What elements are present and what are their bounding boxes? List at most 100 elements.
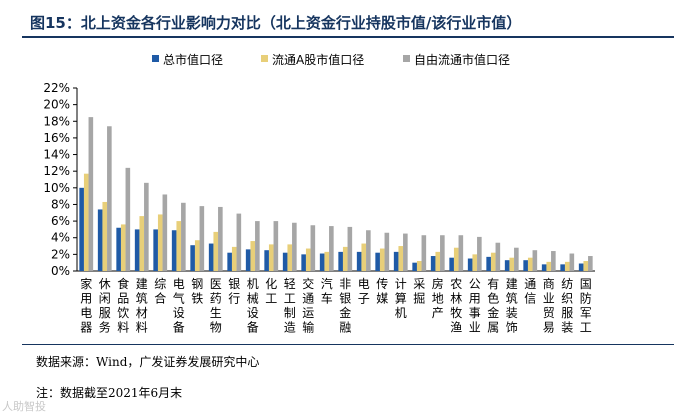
legend-label: 总市值口径: [163, 52, 223, 67]
bar: [412, 262, 417, 271]
x-tick-label: 装: [506, 306, 518, 320]
x-tick-label: 通: [302, 292, 314, 306]
bar: [569, 253, 575, 271]
bar: [583, 261, 589, 271]
bar: [421, 235, 427, 271]
bar: [305, 248, 311, 271]
bar: [79, 187, 84, 271]
x-tick-label: 家: [80, 276, 92, 291]
bar: [347, 226, 353, 271]
x-tick-label: 媒: [376, 292, 388, 306]
x-tick-label: 输: [302, 320, 314, 335]
bar: [453, 247, 459, 271]
x-tick-label: 车: [321, 291, 333, 306]
title-bar: 图15：北上资金各行业影响力对比（北上资金行业持股市值/该行业市值）: [22, 8, 674, 38]
y-tick-label: 8%: [51, 197, 70, 211]
bar: [532, 250, 538, 271]
x-tick-label: 铁: [191, 292, 203, 306]
x-tick-label: 化: [265, 277, 277, 291]
x-tick-label: 物: [210, 321, 222, 335]
bar: [416, 261, 422, 271]
x-tick-label: 计: [395, 277, 407, 291]
y-tick-label: 20%: [43, 98, 70, 112]
x-tick-label: 商: [543, 276, 555, 291]
bar: [231, 246, 237, 271]
bar: [273, 221, 279, 271]
legend-label: 流通A股市值口径: [272, 52, 364, 67]
bar: [472, 254, 478, 271]
x-tick-label: 设: [247, 306, 259, 320]
footer-divider: [22, 344, 674, 345]
bar: [435, 251, 441, 271]
x-tick-label: 筑: [136, 291, 148, 306]
y-tick-label: 2%: [51, 247, 70, 261]
bar: [458, 235, 464, 271]
bar: [495, 242, 501, 271]
x-tick-label: 装: [561, 321, 573, 335]
x-tick-label: 建: [506, 277, 518, 291]
x-tick-label: 气: [173, 291, 185, 306]
bar: [134, 229, 140, 271]
bar: [375, 252, 380, 271]
watermark: 人助智投: [2, 400, 46, 413]
bar: [379, 248, 385, 271]
x-tick-label: 业: [469, 321, 481, 335]
bar-chart: 0% 2% 4% 6% 8% 10% 12% 14% 16% 18% 20% 22% 总市值口径 流通A股…: [43, 52, 595, 335]
x-tick-label: 饰: [506, 321, 518, 335]
source-note: 数据来源：Wind，广发证券发展研究中心: [36, 355, 260, 369]
bar: [319, 253, 325, 271]
x-tick-label: 制: [284, 306, 296, 320]
x-tick-label: 休: [99, 277, 111, 291]
x-tick-label: 地: [432, 292, 444, 306]
x-tick-label: 子: [358, 292, 370, 306]
x-tick-label: 机: [247, 277, 259, 291]
bar: [393, 251, 399, 271]
bar: [551, 251, 556, 271]
bar: [430, 256, 436, 271]
x-tick-label: 食: [117, 276, 129, 291]
x-tick-label: 料: [136, 321, 148, 335]
bar: [403, 233, 408, 271]
x-tick-label: 交: [302, 276, 314, 291]
bar: [514, 247, 519, 271]
x-tick-label: 工: [265, 292, 277, 306]
bar: [287, 244, 293, 271]
bar: [366, 230, 371, 271]
bar: [384, 232, 390, 271]
bar: [329, 226, 334, 271]
x-tick-label: 械: [247, 291, 259, 306]
bar: [218, 206, 223, 271]
x-tick-label: 材: [136, 306, 148, 320]
bar: [282, 252, 288, 271]
y-tick-label: 14%: [43, 148, 70, 162]
x-tick-label: 器: [80, 321, 92, 335]
bar: [162, 194, 168, 271]
x-tick-label: 牧: [450, 306, 462, 320]
x-tick-label: 机: [395, 306, 407, 320]
legend-label: 自由流通市值口径: [414, 52, 510, 67]
x-tick-label: 筑: [506, 291, 518, 306]
bar: [144, 182, 149, 271]
chart-title: 图15：北上资金各行业影响力对比（北上资金行业持股市值/该行业市值）: [30, 14, 522, 32]
x-tick-label: 织: [561, 292, 573, 306]
x-tick-label: 用: [80, 292, 92, 306]
x-tick-label: 融: [339, 321, 351, 335]
x-tick-label: 林: [450, 292, 462, 306]
x-tick-label: 色: [487, 292, 499, 306]
x-tick-label: 算: [395, 291, 407, 306]
x-tick-label: 药: [210, 292, 222, 306]
x-tick-label: 服: [561, 306, 573, 320]
y-tick-label: 12%: [43, 164, 70, 178]
x-tick-label: 汽: [321, 276, 333, 291]
y-tick-label: 18%: [43, 114, 70, 128]
bar: [541, 264, 547, 271]
bar: [467, 258, 473, 271]
x-tick-label: 通: [524, 277, 536, 291]
y-tick-label: 22%: [43, 81, 70, 95]
y-tick-label: 0%: [51, 264, 70, 278]
bar: [171, 230, 177, 271]
x-tick-label: 掘: [413, 291, 425, 306]
bar: [361, 243, 367, 271]
bar: [268, 244, 274, 271]
x-tick-label: 有: [487, 277, 499, 291]
